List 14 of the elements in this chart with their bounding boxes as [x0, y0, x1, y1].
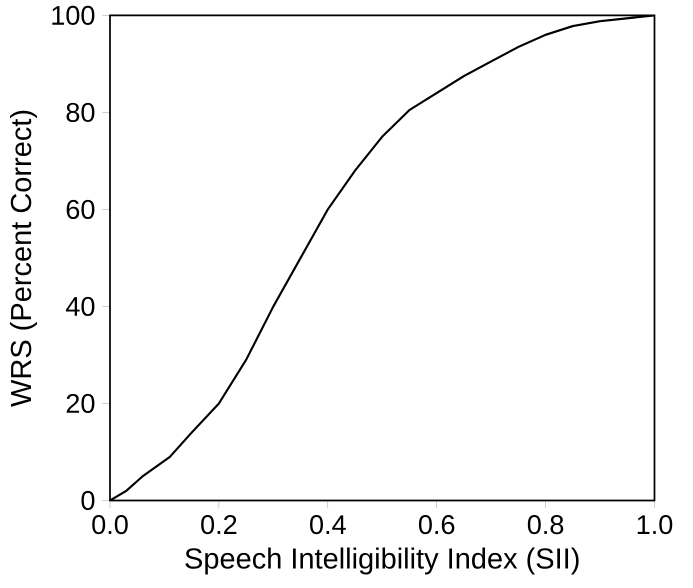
y-tick-label: 40 [66, 296, 94, 316]
y-tick-label: 20 [66, 394, 94, 413]
y-tick-label: 0 [81, 490, 94, 510]
x-tick-label: 0.8 [528, 514, 564, 534]
x-tick-label: 0.4 [310, 514, 346, 534]
y-axis-title: WRS (Percent Correct) [10, 110, 38, 407]
x-axis-title: Speech Intelligibility Index (SII) [185, 547, 579, 574]
y-tick-label: 80 [66, 102, 94, 122]
y-tick-label: 60 [66, 200, 94, 219]
x-tick-label: 0.0 [92, 514, 128, 534]
y-tick-label: 100 [52, 6, 94, 25]
x-tick-label: 0.6 [418, 514, 454, 534]
x-tick-label: 0.2 [201, 514, 236, 534]
x-tick-label: 1.0 [638, 514, 672, 534]
